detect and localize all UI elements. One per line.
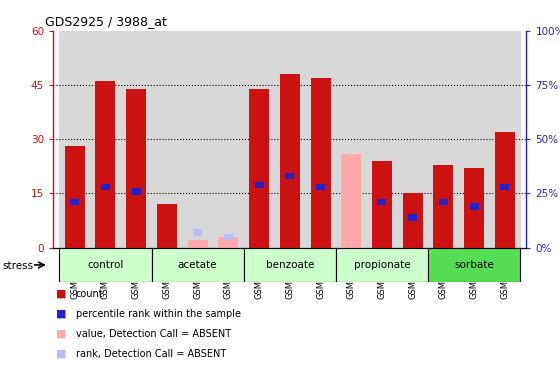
Text: sorbate: sorbate	[454, 260, 494, 270]
Text: ■: ■	[56, 289, 67, 299]
Bar	[459, 31, 489, 248]
Bar	[470, 203, 479, 210]
Bar	[428, 248, 520, 282]
Bar	[341, 154, 361, 248]
Bar	[101, 184, 110, 190]
Bar	[126, 89, 146, 248]
Bar	[285, 173, 295, 179]
Bar	[495, 132, 515, 248]
Text: control: control	[87, 260, 124, 270]
Bar	[433, 164, 454, 248]
Text: ■: ■	[56, 329, 67, 339]
Bar	[182, 31, 213, 248]
Bar	[372, 161, 392, 248]
Bar	[193, 229, 202, 236]
Bar	[377, 199, 386, 205]
Bar	[188, 240, 208, 248]
Bar	[311, 78, 330, 248]
Bar	[336, 31, 367, 248]
Bar	[65, 146, 85, 248]
Bar	[213, 31, 244, 248]
Bar	[489, 31, 520, 248]
Text: value, Detection Call = ABSENT: value, Detection Call = ABSENT	[76, 329, 231, 339]
Text: benzoate: benzoate	[265, 260, 314, 270]
Bar	[224, 233, 233, 240]
Bar	[59, 31, 90, 248]
Text: acetate: acetate	[178, 260, 217, 270]
Text: count: count	[76, 289, 103, 299]
Bar	[244, 248, 336, 282]
Bar	[255, 182, 264, 188]
Text: rank, Detection Call = ABSENT: rank, Detection Call = ABSENT	[76, 349, 226, 359]
Text: GDS2925 / 3988_at: GDS2925 / 3988_at	[45, 15, 167, 28]
Bar	[274, 31, 305, 248]
Bar	[70, 199, 79, 205]
Bar	[428, 31, 459, 248]
Bar	[152, 31, 182, 248]
Bar	[408, 214, 417, 220]
Text: ■: ■	[56, 309, 67, 319]
Bar	[305, 31, 336, 248]
Text: stress: stress	[3, 261, 34, 271]
Bar	[439, 199, 448, 205]
Text: propionate: propionate	[354, 260, 410, 270]
Bar	[336, 248, 428, 282]
Bar	[367, 31, 398, 248]
Bar	[157, 204, 177, 248]
Bar	[501, 184, 510, 190]
Bar	[90, 31, 121, 248]
Bar	[152, 248, 244, 282]
Bar	[316, 184, 325, 190]
Bar	[95, 81, 115, 248]
Bar	[244, 31, 274, 248]
Bar	[280, 74, 300, 248]
Bar	[249, 89, 269, 248]
Bar	[121, 31, 152, 248]
Bar	[464, 168, 484, 248]
Bar	[218, 237, 239, 248]
Text: percentile rank within the sample: percentile rank within the sample	[76, 309, 241, 319]
Bar	[132, 188, 141, 195]
Bar	[59, 248, 152, 282]
Bar	[403, 194, 423, 248]
Bar	[398, 31, 428, 248]
Text: ■: ■	[56, 349, 67, 359]
